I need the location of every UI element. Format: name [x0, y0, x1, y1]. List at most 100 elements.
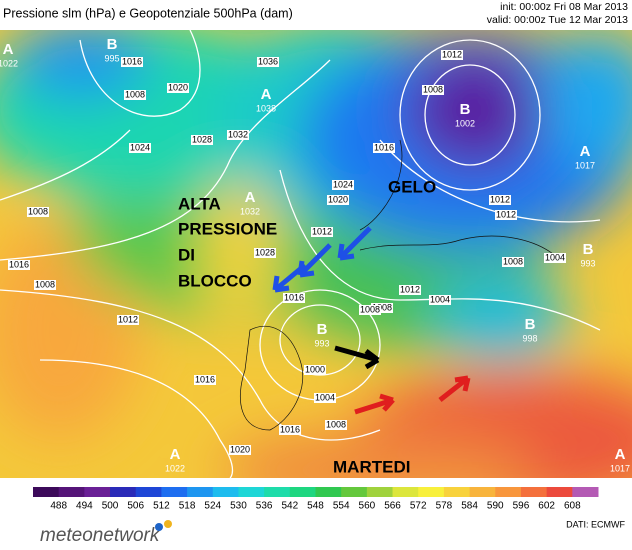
colorbar-tick-label: 566 — [384, 501, 401, 512]
coastlines — [239, 139, 561, 431]
colorbar-swatch — [289, 487, 316, 497]
colorbar-tick-label: 536 — [256, 501, 273, 512]
isobar-label-bg — [279, 425, 301, 435]
isobar-label-bg — [227, 130, 249, 140]
colorbar-swatch — [84, 487, 111, 497]
isobar-label-bg — [332, 180, 354, 190]
isobars — [0, 30, 601, 478]
annotation: GELO — [388, 177, 436, 196]
isobar-label-bg — [311, 227, 333, 237]
brand: meteonetwork — [40, 525, 161, 545]
colorbar-tick-label: 572 — [410, 501, 427, 512]
center-value: 1002 — [455, 118, 475, 128]
isobar-label: 1004 — [545, 252, 565, 262]
isobar-label: 1012 — [118, 314, 138, 324]
colorbar-swatch — [238, 487, 265, 497]
isobar-label: 1016 — [284, 292, 304, 302]
colorbar-tick-label: 512 — [153, 501, 170, 512]
isobar-label-bg — [399, 285, 421, 295]
isobar-label: 1028 — [192, 134, 212, 144]
isobar-label-bg — [422, 85, 444, 95]
isobar-label-bg — [359, 305, 381, 315]
logo-dot — [164, 520, 172, 528]
colorbar-swatch — [392, 487, 419, 497]
colorbar-swatch — [366, 487, 394, 497]
colorbar-tick-label: 506 — [127, 501, 144, 512]
center-letter: A — [615, 446, 626, 463]
isobar-label-bg — [283, 293, 305, 303]
colorbar-tick-label: 596 — [513, 501, 530, 512]
center-value: 993 — [580, 258, 595, 268]
colorbar-tick-label: 590 — [487, 501, 504, 512]
isobar-label: 1012 — [312, 226, 332, 236]
colorbar-tick-label: 530 — [230, 501, 247, 512]
isobar-label-bg — [502, 257, 524, 267]
isobar-label-bg — [121, 57, 143, 67]
isobar-label-bg — [8, 260, 30, 270]
isobar-label-bg — [27, 207, 49, 217]
annotation: MARTEDI — [333, 457, 410, 476]
center-value: 1038 — [256, 103, 276, 113]
isobar-label: 1032 — [228, 129, 248, 139]
center-value: 995 — [104, 53, 119, 63]
isobar-label: 1020 — [230, 444, 250, 454]
title: Pressione slm (hPa) e Geopotenziale 500h… — [3, 6, 293, 20]
colorbar-tick-label: 524 — [204, 501, 221, 512]
isobar-label: 1008 — [360, 304, 380, 314]
colorbar-swatch — [520, 487, 548, 497]
logo-dot — [155, 523, 163, 531]
center-letter: A — [3, 41, 14, 58]
center-letter: A — [261, 86, 272, 103]
isobar-label: 1016 — [280, 424, 300, 434]
isobar-label: 1020 — [328, 194, 348, 204]
center-letter: A — [170, 446, 181, 463]
center-letter: B — [317, 321, 328, 338]
colorbar-swatch — [546, 487, 573, 497]
annotation: PRESSIONE — [178, 219, 277, 238]
isobar-label: 1008 — [372, 302, 392, 312]
center-letter: B — [460, 101, 471, 118]
center-value: 998 — [522, 333, 537, 343]
colorbar-tick-label: 488 — [50, 501, 67, 512]
colorbar-swatch — [315, 487, 342, 497]
colorbar-swatch — [58, 487, 85, 497]
center-letter: B — [583, 241, 594, 258]
colorbar-swatch — [135, 487, 162, 497]
isobar-label-bg — [327, 195, 349, 205]
isobar-label: 1008 — [503, 256, 523, 266]
isobar-label: 1036 — [258, 56, 278, 66]
colorbar-tick-label: 554 — [333, 501, 350, 512]
colorbar-tick-label: 602 — [538, 501, 555, 512]
center-letter: B — [107, 36, 118, 53]
colorbar-tick-label: 494 — [76, 501, 93, 512]
colorbar-tick-label: 518 — [179, 501, 196, 512]
isobar-label: 1004 — [315, 392, 335, 402]
isobar-label: 1008 — [125, 89, 145, 99]
isobar-label-bg — [194, 375, 216, 385]
colorbar-swatch — [495, 487, 522, 497]
isobar-label-bg — [314, 393, 336, 403]
isobar-label: 1008 — [326, 419, 346, 429]
annotation: ALTA — [178, 194, 221, 213]
isobar-label-bg — [257, 57, 279, 67]
isobar-label: 1024 — [333, 179, 353, 189]
colorbar-swatch — [341, 487, 368, 497]
center-value: 1022 — [165, 463, 185, 473]
isobar-label: 1012 — [496, 209, 516, 219]
valid-time: valid: 00:00z Tue 12 Mar 2013 — [487, 14, 628, 26]
colorbar-tick-label: 548 — [307, 501, 324, 512]
colorbar-tick-label: 578 — [436, 501, 453, 512]
isobar-label-bg — [34, 280, 56, 290]
isobar-label-bg — [489, 195, 511, 205]
colorbar-swatch — [469, 487, 496, 497]
isobar-label: 1004 — [430, 294, 450, 304]
isobar-label-bg — [117, 315, 139, 325]
isobar-label: 1008 — [35, 279, 55, 289]
center-letter: A — [580, 143, 591, 160]
center-value: 1017 — [610, 463, 630, 473]
data-source: DATI: ECMWF — [566, 519, 625, 529]
colorbar-swatch — [33, 487, 60, 497]
colorbar-tick-label: 542 — [281, 501, 298, 512]
isobar-label-bg — [325, 420, 347, 430]
